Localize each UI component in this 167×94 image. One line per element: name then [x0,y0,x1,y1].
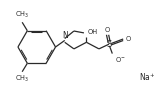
Text: O$^{-}$: O$^{-}$ [115,55,125,64]
Text: OH: OH [87,29,97,35]
Text: O: O [105,27,110,33]
Text: CH$_3$: CH$_3$ [15,10,29,20]
Text: CH$_3$: CH$_3$ [15,74,29,84]
Text: Na$^{+}$: Na$^{+}$ [139,71,155,83]
Text: S: S [106,40,112,49]
Text: O: O [125,36,130,42]
Text: N: N [62,31,68,40]
